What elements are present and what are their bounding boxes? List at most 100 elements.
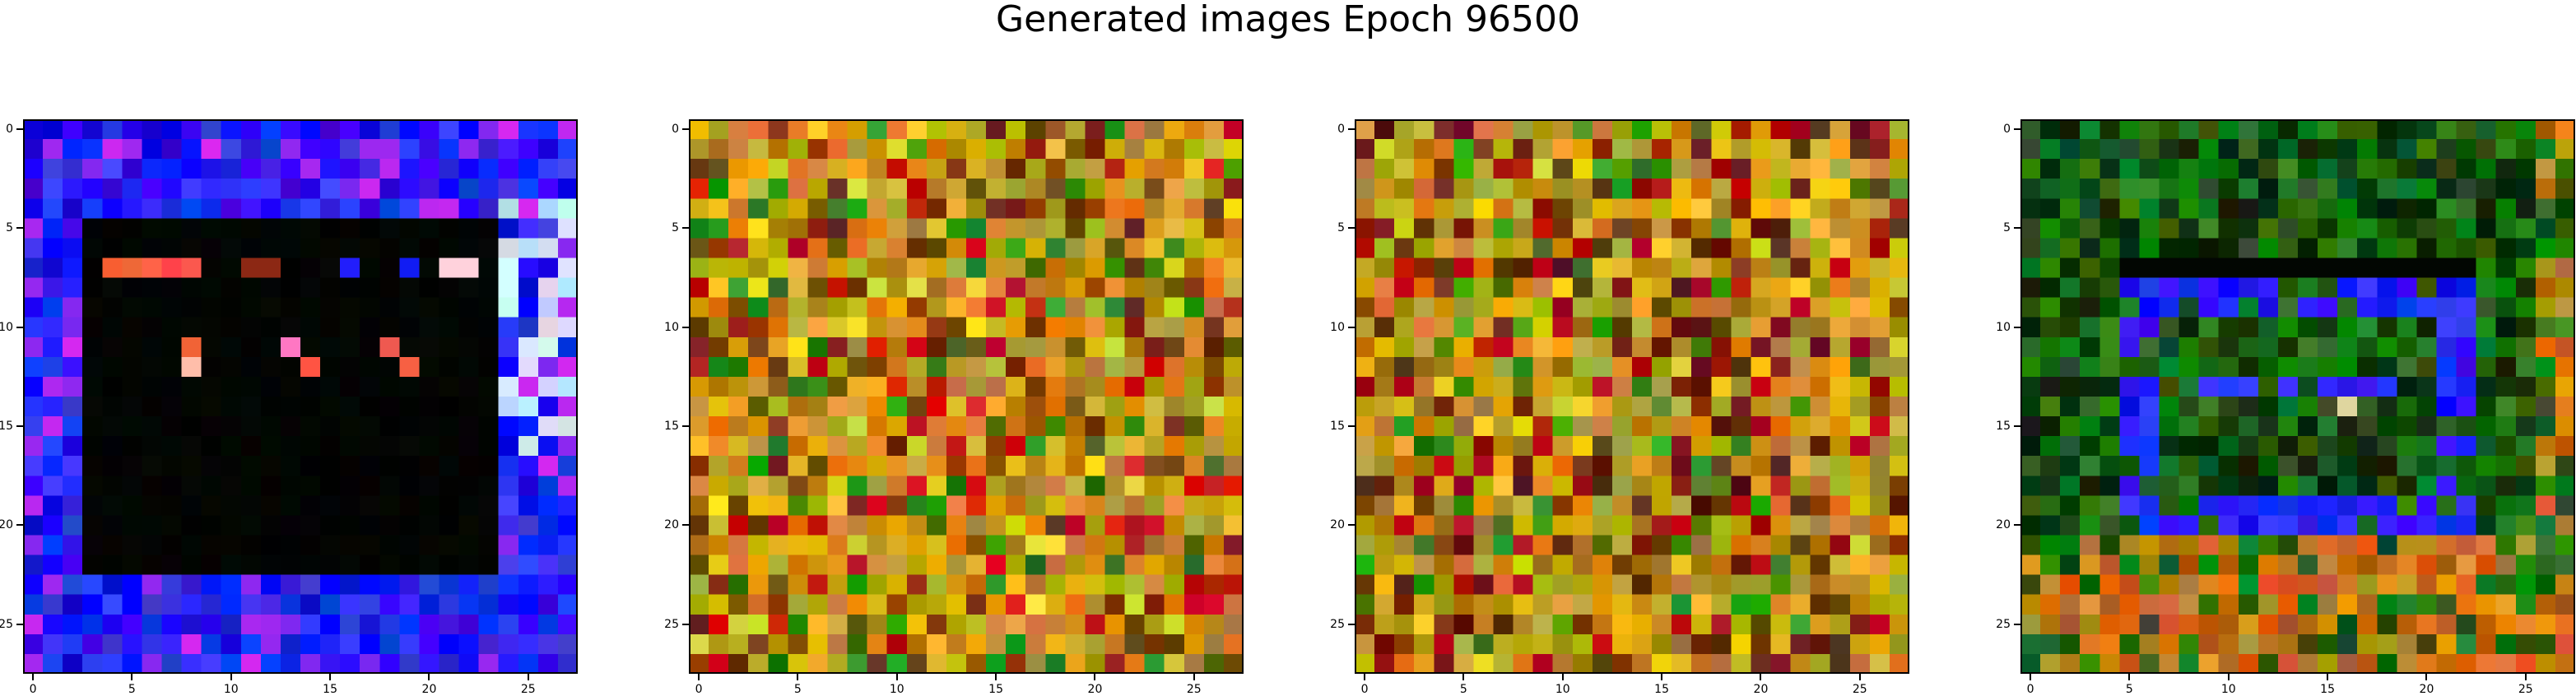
y-tick-label: 25 (664, 617, 679, 631)
y-tick-label: 20 (0, 518, 13, 532)
x-tick-mark (995, 674, 997, 680)
y-tick-mark (16, 524, 23, 527)
x-tick-label: 25 (1186, 683, 1202, 696)
x-tick-label: 20 (1087, 683, 1103, 696)
x-tick-label: 5 (793, 683, 802, 696)
y-tick-mark (1348, 326, 1355, 328)
x-tick-label: 10 (1555, 683, 1570, 696)
y-tick-label: 10 (0, 320, 13, 334)
x-tick-mark (1364, 674, 1366, 680)
x-tick-mark (32, 674, 35, 680)
x-tick-label: 0 (695, 683, 703, 696)
y-tick-label: 25 (1330, 617, 1345, 631)
generated-image-3: 0 5 10 15 20 25 0 5 10 15 20 25 (1330, 119, 1909, 695)
x-tick-label: 5 (128, 683, 136, 696)
y-tick-label: 5 (2003, 221, 2011, 235)
x-tick-label: 25 (1852, 683, 1867, 696)
x-tick-label: 25 (520, 683, 536, 696)
x-tick-label: 5 (2125, 683, 2133, 696)
y-tick-label: 15 (1996, 420, 2011, 434)
y-tick-label: 0 (1337, 123, 1345, 137)
y-tick-mark (16, 623, 23, 625)
x-tick-label: 25 (2518, 683, 2533, 696)
image-canvas (2020, 119, 2575, 674)
y-tick-mark (682, 524, 689, 527)
x-tick-label: 0 (2026, 683, 2034, 696)
x-tick-label: 15 (1654, 683, 1669, 696)
y-tick-mark (2014, 227, 2020, 230)
y-tick-mark (16, 425, 23, 428)
figure-title: Generated images Epoch 96500 (995, 0, 1581, 40)
y-tick-label: 5 (6, 221, 13, 235)
y-tick-mark (682, 326, 689, 328)
x-tick-label: 20 (1753, 683, 1769, 696)
y-tick-label: 20 (1996, 518, 2011, 532)
y-tick-label: 25 (0, 617, 13, 631)
y-tick-mark (16, 326, 23, 328)
y-tick-label: 0 (6, 123, 13, 137)
x-tick-mark (2524, 674, 2527, 680)
y-tick-mark (2014, 425, 2020, 428)
x-tick-mark (895, 674, 898, 680)
x-tick-mark (1561, 674, 1564, 680)
y-tick-mark (2014, 524, 2020, 527)
y-tick-label: 0 (672, 123, 679, 137)
y-tick-label: 15 (1330, 420, 1345, 434)
x-tick-mark (527, 674, 529, 680)
x-tick-label: 0 (29, 683, 37, 696)
x-tick-mark (1760, 674, 1762, 680)
x-tick-mark (1462, 674, 1465, 680)
y-tick-label: 15 (664, 420, 679, 434)
x-tick-mark (797, 674, 799, 680)
x-tick-mark (2425, 674, 2428, 680)
y-tick-mark (2014, 128, 2020, 131)
y-tick-mark (682, 623, 689, 625)
x-tick-mark (131, 674, 133, 680)
image-canvas (689, 119, 1244, 674)
generated-image-1: 0 5 10 15 20 25 0 5 10 15 20 25 (0, 119, 578, 695)
generated-image-2: 0 5 10 15 20 25 0 5 10 15 20 25 (664, 119, 1244, 695)
y-tick-mark (682, 425, 689, 428)
x-tick-mark (1193, 674, 1195, 680)
y-tick-label: 5 (1337, 221, 1345, 235)
x-tick-mark (2327, 674, 2329, 680)
x-tick-mark (1858, 674, 1861, 680)
image-canvas (1355, 119, 1909, 674)
y-tick-mark (682, 227, 689, 230)
x-tick-label: 0 (1360, 683, 1369, 696)
x-tick-mark (1094, 674, 1096, 680)
image-canvas (23, 119, 578, 674)
y-tick-mark (2014, 326, 2020, 328)
y-tick-label: 0 (2003, 123, 2011, 137)
y-tick-mark (1348, 524, 1355, 527)
y-tick-mark (682, 128, 689, 131)
x-tick-label: 15 (323, 683, 337, 696)
x-tick-label: 10 (2220, 683, 2236, 696)
y-tick-mark (1348, 128, 1355, 131)
x-tick-mark (428, 674, 430, 680)
y-tick-label: 5 (672, 221, 679, 235)
x-tick-mark (230, 674, 232, 680)
y-tick-label: 10 (1996, 320, 2011, 334)
x-tick-label: 10 (223, 683, 239, 696)
x-tick-label: 10 (889, 683, 904, 696)
y-tick-label: 25 (1996, 617, 2011, 631)
x-tick-mark (2227, 674, 2230, 680)
y-tick-mark (16, 227, 23, 230)
x-tick-label: 15 (988, 683, 1003, 696)
generated-image-4: 0 5 10 15 20 25 0 5 10 15 20 25 (1996, 119, 2575, 695)
x-tick-label: 20 (421, 683, 437, 696)
x-tick-mark (698, 674, 700, 680)
y-tick-mark (1348, 227, 1355, 230)
y-tick-label: 10 (1330, 320, 1345, 334)
y-tick-mark (1348, 425, 1355, 428)
y-tick-mark (2014, 623, 2020, 625)
y-tick-mark (16, 128, 23, 131)
x-tick-mark (1661, 674, 1663, 680)
y-tick-label: 20 (664, 518, 679, 532)
x-tick-mark (329, 674, 332, 680)
x-tick-label: 5 (1459, 683, 1467, 696)
y-tick-label: 15 (0, 420, 13, 434)
x-tick-mark (2128, 674, 2131, 680)
x-tick-mark (2030, 674, 2032, 680)
